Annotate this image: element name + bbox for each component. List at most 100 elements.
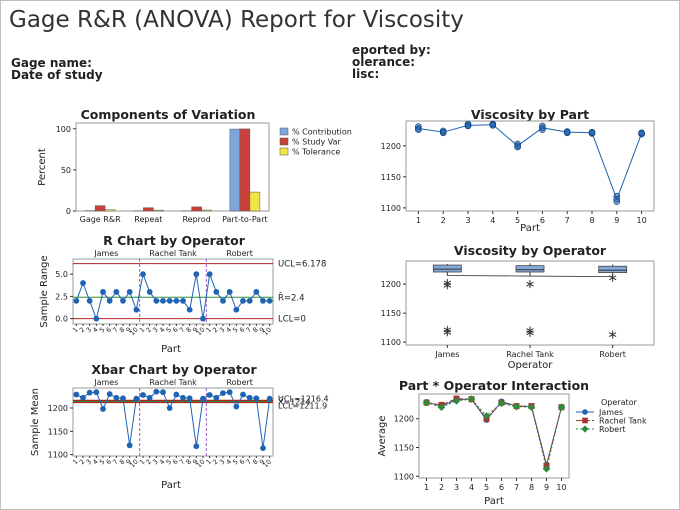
component-bar	[143, 207, 154, 212]
data-point	[113, 289, 120, 295]
x-tick-label: 8	[184, 326, 193, 335]
data-point	[133, 306, 140, 313]
part-measurement-point	[514, 142, 521, 150]
chart-title: Viscosity by Part	[471, 107, 589, 122]
data-point	[213, 394, 220, 401]
x-tick-label: 9	[191, 326, 200, 335]
x-tick-label: 7	[565, 216, 570, 225]
x-tick-label: 7	[178, 326, 187, 335]
component-bar	[94, 205, 106, 212]
outlier-marker	[443, 325, 452, 334]
x-tick-label: 1	[71, 326, 80, 335]
x-tick-label: 4	[91, 326, 100, 335]
x-tick-label: 9	[124, 326, 133, 335]
x-tick-label: 7	[178, 458, 187, 467]
tolerance-label: olerance:	[352, 55, 416, 69]
series-point	[437, 403, 446, 412]
series-line	[426, 398, 562, 467]
part-measurement-point	[563, 128, 571, 135]
data-point	[160, 389, 166, 396]
x-tick-label: 9	[614, 216, 619, 225]
series-point	[527, 403, 536, 412]
x-tick-label: 3	[151, 326, 160, 335]
x-tick-label: 4	[224, 458, 233, 467]
data-point	[100, 289, 106, 295]
chart-title: Viscosity by Operator	[454, 243, 607, 258]
operator-label: Rachel Tank	[149, 378, 197, 387]
data-point	[246, 394, 253, 401]
y-tick-label: 1100	[381, 338, 401, 347]
x-tick-label: 7	[244, 458, 253, 467]
r-chart-by-operator: R Chart by Operator 0.0 2.5 5.0 James Rachel …	[39, 233, 326, 355]
legend-marker	[582, 409, 588, 415]
x-tick-label: 6	[104, 326, 113, 335]
x-axis-label: Part	[161, 480, 181, 491]
xbar-chart-by-operator: Xbar Chart by Operator 1100 1150 1200 James R…	[30, 362, 329, 491]
legend-label: James	[598, 408, 623, 417]
component-bar	[249, 191, 261, 212]
y-tick-label: 1150	[48, 427, 68, 436]
x-tick-label: 10	[556, 483, 566, 492]
data-point	[193, 443, 200, 450]
data-point	[173, 297, 180, 304]
x-tick-label: 6	[238, 326, 247, 335]
outlier-star-stroke	[443, 280, 452, 286]
data-point	[206, 271, 213, 278]
data-point	[200, 315, 206, 322]
data-point	[186, 306, 193, 313]
data-point	[80, 280, 86, 286]
legend-marker	[582, 417, 588, 424]
x-tick-label: 9	[258, 326, 267, 335]
data-point	[233, 306, 240, 313]
outlier-star-stroke	[526, 328, 534, 333]
legend-swatch	[279, 137, 289, 146]
x-tick-label: 4	[91, 458, 100, 467]
outlier-star-stroke	[608, 275, 617, 281]
category-label: Reprod	[182, 215, 210, 224]
part-measurement-point	[439, 128, 447, 136]
mean-line	[418, 124, 643, 201]
category-label: Robert	[599, 350, 626, 359]
y-tick-label: 1200	[394, 415, 414, 424]
x-tick-label: 7	[244, 326, 253, 335]
x-tick-label: 6	[499, 483, 504, 492]
x-tick-label: 8	[184, 458, 193, 467]
x-tick-label: 1	[204, 326, 213, 335]
outlier-marker	[443, 279, 452, 288]
data-point	[86, 389, 93, 396]
study-info-left: Gage name: Date of study	[11, 57, 103, 82]
data-point	[106, 391, 113, 397]
data-point	[93, 389, 100, 396]
series-point	[557, 403, 566, 412]
ucl-label: UCL=6.178	[278, 260, 326, 270]
part-measurement-point	[415, 126, 422, 133]
category-label: James	[434, 350, 459, 359]
x-tick-label: 10	[195, 458, 207, 470]
data-point	[106, 297, 113, 304]
data-point	[266, 297, 273, 304]
x-tick-label: 6	[540, 216, 545, 225]
lcl-label: LCL=0	[278, 315, 306, 325]
x-tick-label: 5	[98, 458, 107, 467]
x-tick-label: 8	[251, 326, 260, 335]
data-point	[126, 289, 133, 295]
data-point	[220, 297, 226, 304]
x-tick-label: 2	[78, 326, 87, 335]
legend-swatch	[279, 147, 289, 156]
date-of-study-label: Date of study	[11, 68, 103, 82]
x-tick-label: 2	[78, 458, 87, 467]
x-tick-label: 8	[118, 326, 127, 335]
x-tick-label: 2	[211, 326, 220, 335]
operator-label: James	[93, 249, 118, 258]
x-tick-label: 5	[231, 458, 240, 467]
x-tick-label: 6	[171, 326, 180, 335]
data-point	[266, 395, 273, 402]
x-tick-label: 4	[158, 326, 167, 335]
data-point	[153, 388, 160, 395]
misc-label: lisc:	[352, 67, 380, 81]
component-bar	[191, 206, 202, 212]
chart-title: R Chart by Operator	[103, 233, 246, 248]
data-point	[226, 389, 233, 396]
data-point	[166, 405, 173, 411]
y-tick-label: 100	[56, 125, 71, 134]
